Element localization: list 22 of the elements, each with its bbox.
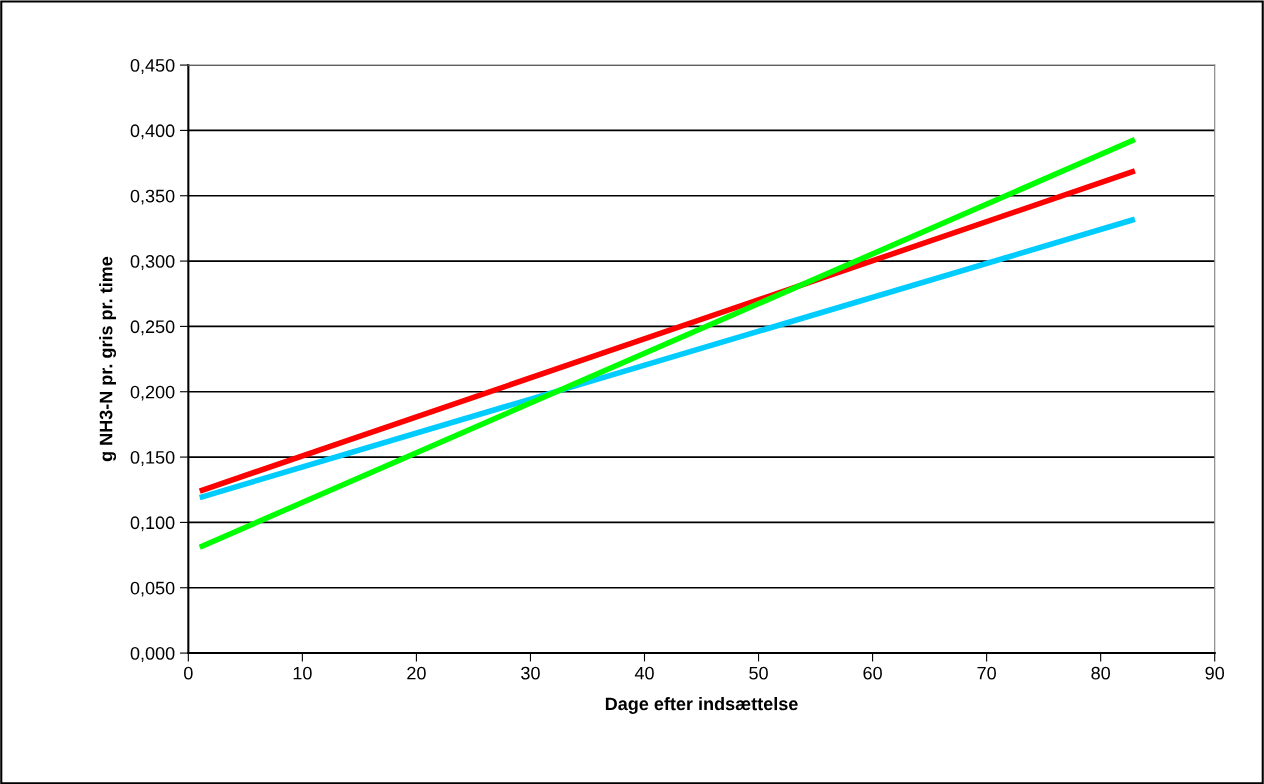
y-tick-label: 0,150: [130, 451, 175, 466]
y-tick-label: 0,200: [130, 385, 175, 401]
x-tick-label: 0: [184, 666, 193, 680]
x-tick-label: 40: [634, 666, 654, 680]
y-tick-label: 0,450: [130, 59, 175, 74]
x-tick-label: 20: [407, 666, 426, 680]
x-tick-label: 10: [293, 666, 312, 680]
x-tick-label: 60: [863, 666, 882, 680]
x-tick-label: 80: [1091, 666, 1110, 680]
y-tick-label: 0,300: [130, 255, 175, 270]
x-tick-label: 90: [1205, 666, 1225, 680]
y-tick-label: 0,400: [130, 124, 175, 140]
x-tick-label: 30: [521, 666, 540, 680]
y-tick-label: 0,050: [130, 581, 175, 597]
x-tick-label: 70: [977, 666, 996, 680]
x-tick-label: 50: [749, 666, 768, 680]
y-axis-title: g NH3-N pr. gris pr. time: [99, 256, 117, 462]
y-tick-label: 0,250: [130, 320, 175, 336]
x-axis-title: Dage efter indsættelse: [605, 696, 798, 714]
y-tick-label: 0,000: [130, 647, 175, 662]
y-tick-label: 0,100: [130, 516, 175, 532]
y-tick-label: 0,350: [130, 189, 175, 205]
